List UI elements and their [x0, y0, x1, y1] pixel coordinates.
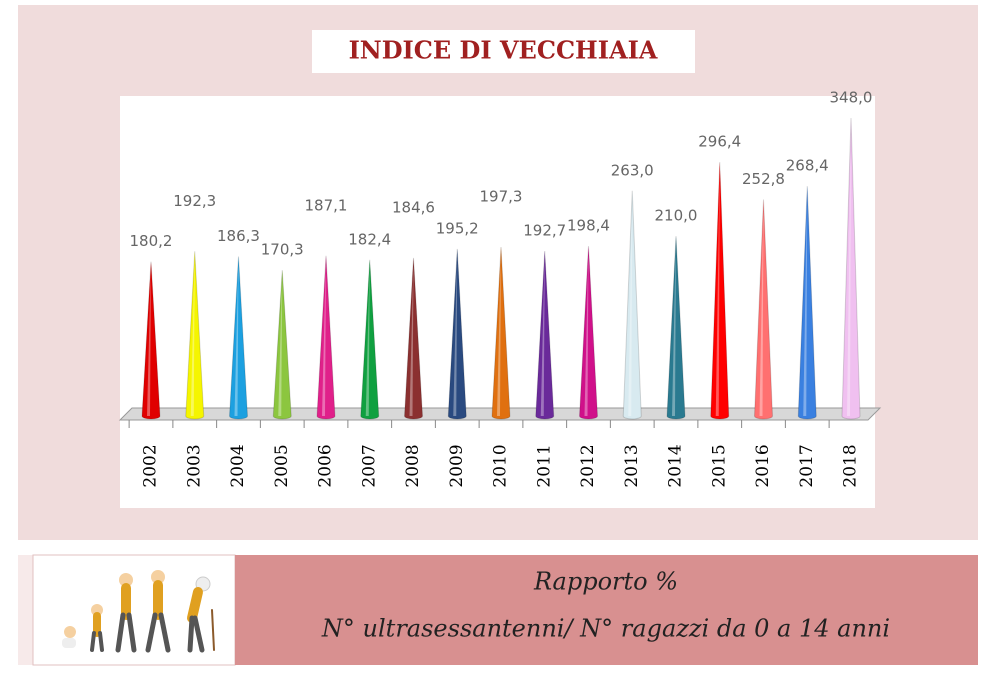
cone	[447, 248, 467, 420]
x-tick-label: 2013	[622, 444, 642, 487]
cone-highlight	[322, 255, 326, 416]
cone-highlight	[759, 199, 764, 416]
x-tick-label: 2015	[709, 444, 729, 487]
value-label: 170,3	[261, 241, 304, 259]
cone	[360, 259, 380, 420]
cone-highlight	[190, 251, 195, 416]
value-label: 186,3	[217, 227, 260, 245]
value-label: 182,4	[348, 230, 391, 248]
x-tick-label: 2018	[841, 444, 861, 487]
cone	[228, 256, 249, 420]
cone-highlight	[497, 247, 501, 416]
value-label: 197,3	[480, 188, 523, 206]
caption-box	[235, 555, 978, 665]
value-label: 198,4	[567, 217, 610, 235]
plot-area	[120, 96, 875, 508]
cone	[622, 190, 642, 420]
x-tick-label: 2007	[359, 444, 379, 487]
value-label: 184,6	[392, 198, 435, 216]
x-tick-label: 2006	[316, 444, 336, 487]
cone	[841, 117, 861, 420]
x-tick-label: 2002	[141, 444, 161, 487]
cone-highlight	[365, 259, 370, 416]
cone	[753, 199, 774, 420]
cone	[710, 162, 730, 420]
cone-highlight	[628, 190, 633, 416]
cone-highlight	[715, 162, 720, 416]
cone-highlight	[584, 246, 589, 416]
cone-highlight	[409, 257, 414, 416]
title-box	[312, 30, 695, 73]
x-tick-label: 2004	[228, 444, 248, 487]
people-icon	[62, 570, 215, 653]
cone-highlight	[847, 118, 851, 416]
x-tick-label: 2003	[184, 444, 204, 487]
cone-highlight	[234, 256, 239, 416]
cone-highlight	[803, 186, 808, 416]
x-tick-label: 2014	[666, 444, 686, 487]
value-label: 187,1	[305, 196, 348, 214]
cone	[403, 257, 424, 420]
cone-highlight	[278, 270, 283, 416]
cone	[185, 251, 205, 420]
x-tick-label: 2011	[534, 444, 554, 487]
cone	[666, 236, 686, 420]
cone	[797, 186, 817, 420]
value-label: 195,2	[436, 219, 479, 237]
value-label: 210,0	[655, 207, 698, 225]
x-tick-label: 2010	[491, 444, 511, 487]
value-label: 180,2	[130, 232, 173, 250]
cone	[316, 255, 336, 420]
value-label: 268,4	[786, 157, 829, 175]
cone	[272, 270, 292, 420]
value-label: 348,0	[830, 89, 873, 107]
value-label: 192,7	[523, 221, 566, 239]
x-tick-label: 2017	[797, 444, 817, 487]
caption-line: N° ultrasessantenni/ N° ragazzi da 0 a 1…	[321, 615, 890, 643]
cone	[141, 261, 161, 420]
x-tick-label: 2016	[753, 444, 773, 487]
value-label: 263,0	[611, 161, 654, 179]
cone-highlight	[672, 236, 676, 416]
cone-highlight	[147, 261, 151, 416]
value-label: 296,4	[698, 133, 741, 151]
cone-highlight	[540, 250, 545, 416]
cone	[491, 247, 511, 420]
x-tick-label: 2008	[403, 444, 423, 487]
caption-line: Rapporto %	[533, 568, 678, 596]
value-label: 192,3	[173, 192, 216, 210]
cone	[578, 246, 599, 420]
x-tick-label: 2012	[578, 444, 598, 487]
x-tick-label: 2009	[447, 444, 467, 487]
chart-title: INDICE DI VECCHIAIA	[349, 36, 658, 65]
x-tick-label: 2005	[272, 444, 292, 487]
cone-highlight	[453, 248, 458, 416]
value-label: 252,8	[742, 170, 785, 188]
cone	[535, 250, 555, 420]
